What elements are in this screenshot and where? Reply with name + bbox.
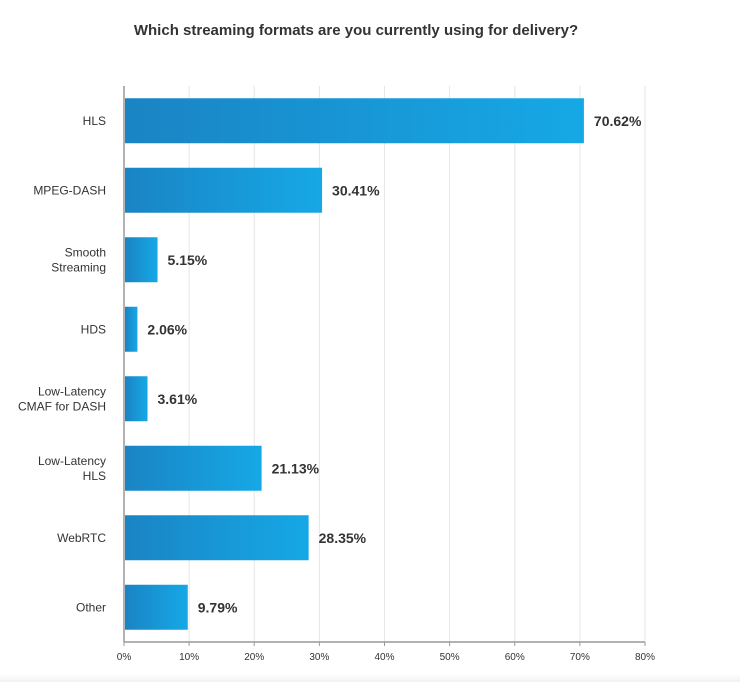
chart-title: Which streaming formats are you currentl… xyxy=(133,22,579,39)
bar[interactable] xyxy=(125,237,158,283)
bar-value-label: 5.15% xyxy=(168,252,208,268)
bar[interactable] xyxy=(125,584,188,630)
axes xyxy=(123,86,646,646)
x-tick-label: 10% xyxy=(179,652,199,663)
x-tick-label: 70% xyxy=(570,652,590,663)
category-label: Low-Latency HLS xyxy=(38,454,106,483)
x-tick-label: 30% xyxy=(309,652,329,663)
bottom-shadow xyxy=(0,674,740,682)
x-tick-label: 60% xyxy=(505,652,525,663)
category-label: Smooth Streaming xyxy=(51,245,106,274)
bar[interactable] xyxy=(125,98,584,144)
bar-value-label: 28.35% xyxy=(319,530,367,546)
category-label: Other xyxy=(76,600,106,614)
x-tick-label: 50% xyxy=(440,652,460,663)
category-label: HLS xyxy=(83,114,106,128)
x-tick-label: 20% xyxy=(244,652,264,663)
x-tick-label: 80% xyxy=(635,652,655,663)
category-label: Low-Latency CMAF for DASH xyxy=(18,384,106,413)
bar[interactable] xyxy=(125,306,138,352)
bar-value-label: 21.13% xyxy=(272,460,320,476)
bars xyxy=(125,98,584,630)
labels: 0% 10% 20% 30% 40% 50% 60% 70% 80% 70.62% HLS 30.41… xyxy=(18,113,655,663)
x-tick-label: 40% xyxy=(374,652,394,663)
bar[interactable] xyxy=(125,515,309,561)
bar[interactable] xyxy=(125,445,262,491)
bar[interactable] xyxy=(125,376,148,422)
bar-value-label: 2.06% xyxy=(147,321,187,337)
category-label: HDS xyxy=(81,322,106,336)
bar-value-label: 3.61% xyxy=(158,391,198,407)
category-label: WebRTC xyxy=(57,531,106,545)
x-tick-label: 0% xyxy=(117,652,132,663)
bar[interactable] xyxy=(125,167,323,213)
category-label: MPEG-DASH xyxy=(33,183,106,197)
grid-lines xyxy=(188,86,646,642)
bar-value-label: 70.62% xyxy=(594,113,642,129)
bar-value-label: 9.79% xyxy=(198,599,238,615)
bar-value-label: 30.41% xyxy=(332,182,380,198)
